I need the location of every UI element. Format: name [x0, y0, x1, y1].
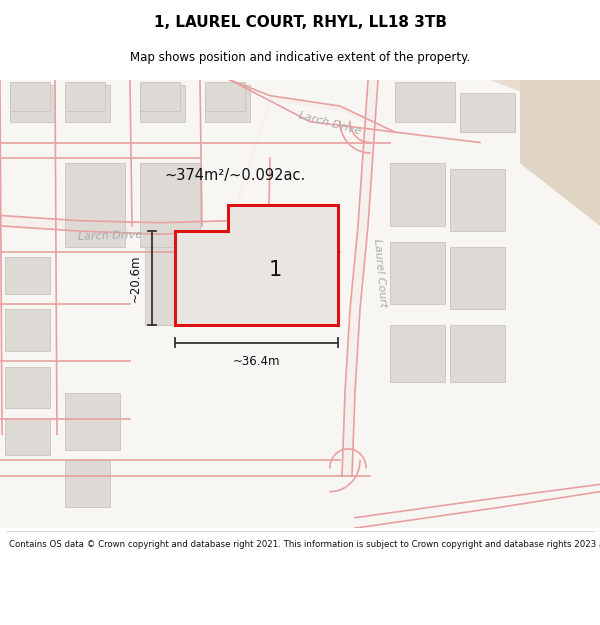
Polygon shape: [5, 309, 50, 351]
Polygon shape: [342, 392, 355, 476]
Polygon shape: [390, 163, 445, 226]
Polygon shape: [10, 82, 50, 111]
Polygon shape: [235, 247, 315, 325]
Polygon shape: [65, 82, 105, 111]
Polygon shape: [450, 247, 505, 309]
Polygon shape: [363, 80, 378, 153]
Text: 1: 1: [268, 259, 281, 279]
Text: Larch Drive: Larch Drive: [78, 230, 142, 242]
Text: Map shows position and indicative extent of the property.: Map shows position and indicative extent…: [130, 51, 470, 64]
Polygon shape: [390, 241, 445, 304]
Polygon shape: [65, 85, 110, 122]
Text: ~374m²/~0.092ac.: ~374m²/~0.092ac.: [164, 168, 305, 183]
Polygon shape: [140, 85, 185, 122]
Polygon shape: [450, 325, 505, 382]
Polygon shape: [140, 163, 200, 247]
Polygon shape: [520, 80, 600, 226]
Polygon shape: [390, 325, 445, 382]
Polygon shape: [65, 392, 120, 450]
Polygon shape: [460, 92, 515, 132]
Polygon shape: [5, 257, 50, 294]
Text: Larch Drive: Larch Drive: [298, 111, 362, 137]
Polygon shape: [358, 153, 373, 226]
Polygon shape: [270, 96, 340, 111]
Text: Laurel Court: Laurel Court: [372, 238, 388, 308]
Polygon shape: [65, 461, 110, 508]
Polygon shape: [65, 163, 125, 247]
Polygon shape: [5, 367, 50, 408]
Polygon shape: [0, 216, 80, 231]
Text: ~36.4m: ~36.4m: [233, 355, 280, 368]
Text: 1, LAUREL COURT, RHYL, LL18 3TB: 1, LAUREL COURT, RHYL, LL18 3TB: [154, 15, 446, 30]
Polygon shape: [450, 169, 505, 231]
Polygon shape: [205, 85, 250, 122]
Polygon shape: [350, 226, 368, 309]
Polygon shape: [140, 82, 180, 111]
Polygon shape: [80, 221, 160, 234]
Polygon shape: [145, 247, 225, 325]
Polygon shape: [490, 80, 600, 122]
Text: ~20.6m: ~20.6m: [129, 254, 142, 302]
Polygon shape: [10, 85, 55, 122]
Text: Contains OS data © Crown copyright and database right 2021. This information is : Contains OS data © Crown copyright and d…: [9, 540, 600, 549]
Polygon shape: [345, 309, 360, 392]
Polygon shape: [175, 205, 338, 325]
Polygon shape: [205, 82, 245, 111]
Polygon shape: [160, 221, 230, 234]
Polygon shape: [5, 419, 50, 455]
Polygon shape: [230, 96, 270, 231]
Polygon shape: [340, 106, 395, 138]
Polygon shape: [395, 82, 455, 122]
